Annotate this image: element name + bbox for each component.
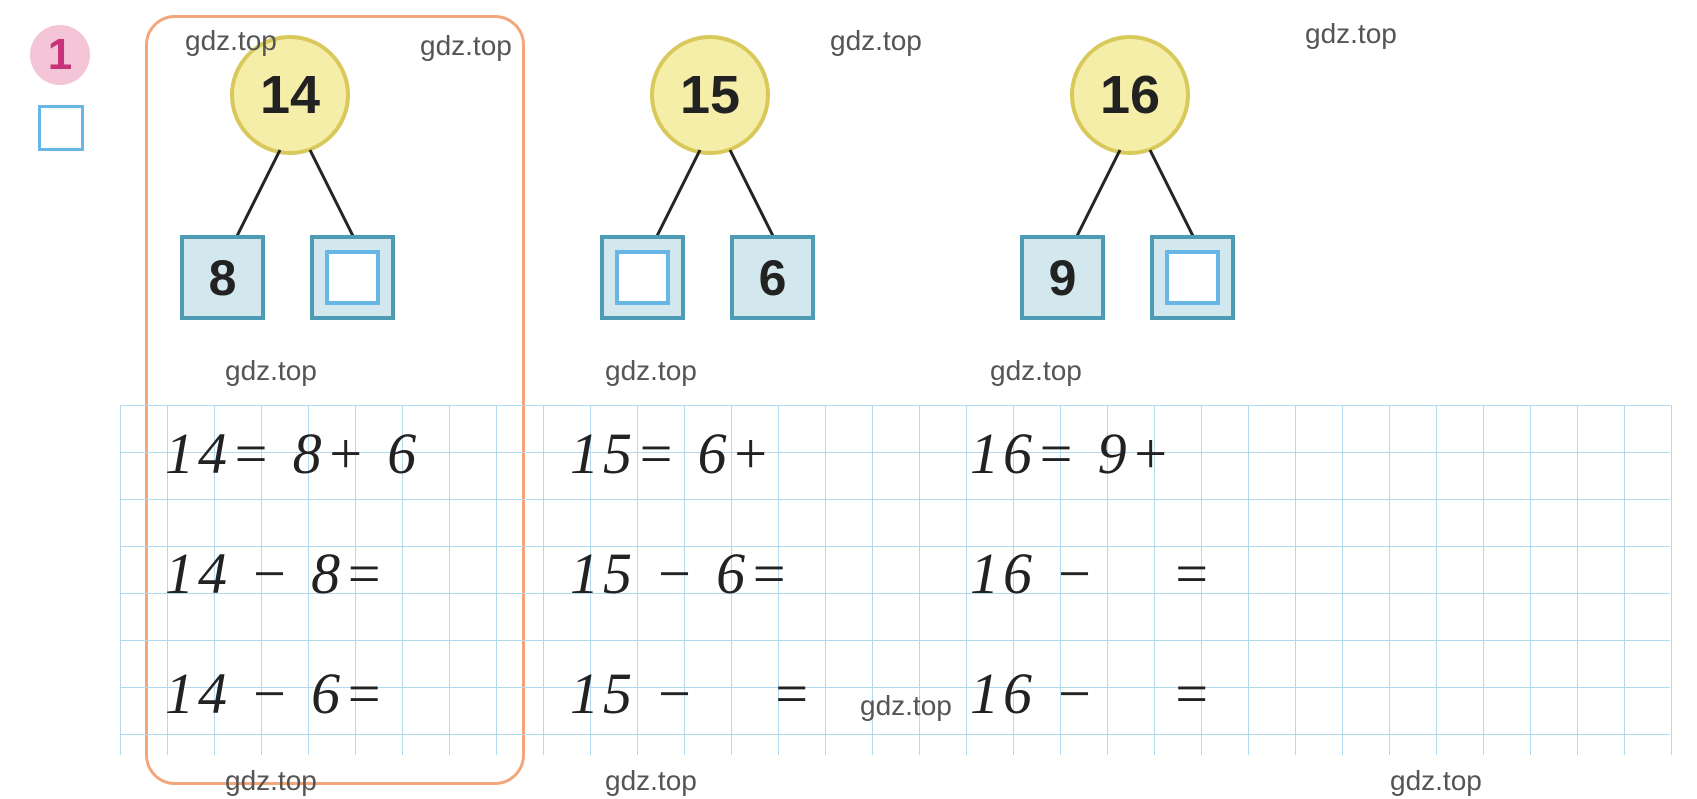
watermark-text: gdz.top: [830, 25, 922, 57]
part-box: [310, 235, 395, 320]
watermark-text: gdz.top: [185, 25, 277, 57]
part-box: [600, 235, 685, 320]
grid-vline: [120, 405, 121, 755]
empty-answer-box[interactable]: [615, 250, 670, 305]
grid-vline: [543, 405, 544, 755]
empty-answer-box[interactable]: [325, 250, 380, 305]
watermark-text: gdz.top: [990, 355, 1082, 387]
watermark-text: gdz.top: [420, 30, 512, 62]
grid-vline: [1248, 405, 1249, 755]
grid-vline: [449, 405, 450, 755]
equation-text: 14= 8+ 6: [165, 420, 420, 487]
grid-vline: [1577, 405, 1578, 755]
grid-hline: [120, 640, 1670, 641]
task-checkbox[interactable]: [38, 105, 84, 151]
grid-vline: [1530, 405, 1531, 755]
empty-answer-box[interactable]: [1165, 250, 1220, 305]
watermark-text: gdz.top: [225, 765, 317, 797]
equation-text: 15 − 6=: [570, 540, 792, 607]
grid-vline: [1389, 405, 1390, 755]
grid-vline: [1483, 405, 1484, 755]
equation-text: 14 − 8=: [165, 540, 387, 607]
part-box: 9: [1020, 235, 1105, 320]
watermark-text: gdz.top: [1305, 18, 1397, 50]
grid-hline: [120, 499, 1670, 500]
grid-vline: [1624, 405, 1625, 755]
watermark-text: gdz.top: [225, 355, 317, 387]
part-box: 6: [730, 235, 815, 320]
equation-text: 15 − =: [570, 660, 815, 727]
equation-text: 16 − =: [970, 660, 1215, 727]
part-box: [1150, 235, 1235, 320]
grid-hline: [120, 734, 1670, 735]
equation-text: 14 − 6=: [165, 660, 387, 727]
grid-vline: [1342, 405, 1343, 755]
box-value: 6: [759, 249, 787, 307]
task-number-badge: 1: [30, 25, 90, 85]
watermark-text: gdz.top: [1390, 765, 1482, 797]
equation-text: 16= 9+: [970, 420, 1174, 487]
watermark-text: gdz.top: [605, 765, 697, 797]
grid-vline: [1436, 405, 1437, 755]
grid-vline: [1295, 405, 1296, 755]
task-number-text: 1: [48, 30, 72, 80]
number-circle: 15: [650, 35, 770, 155]
grid-hline: [120, 405, 1670, 406]
circle-value: 16: [1100, 64, 1160, 126]
equation-text: 16 − =: [970, 540, 1215, 607]
box-value: 9: [1049, 249, 1077, 307]
circle-value: 15: [680, 64, 740, 126]
grid-vline: [966, 405, 967, 755]
grid-vline: [496, 405, 497, 755]
number-circle: 16: [1070, 35, 1190, 155]
box-value: 8: [209, 249, 237, 307]
watermark-text: gdz.top: [605, 355, 697, 387]
watermark-text: gdz.top: [860, 690, 952, 722]
equation-text: 15= 6+: [570, 420, 774, 487]
part-box: 8: [180, 235, 265, 320]
grid-vline: [1671, 405, 1672, 755]
circle-value: 14: [260, 64, 320, 126]
grid-vline: [825, 405, 826, 755]
